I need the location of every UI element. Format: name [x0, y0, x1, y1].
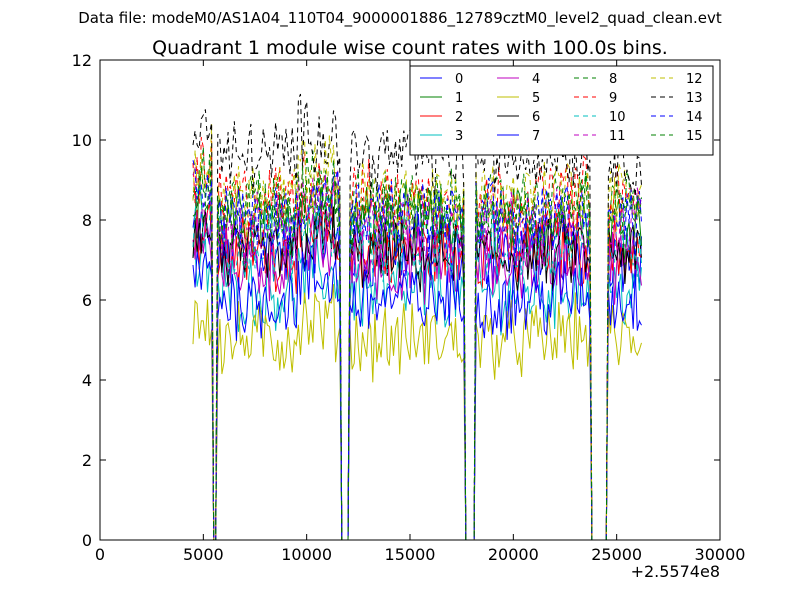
legend-label-12: 12 [686, 72, 703, 87]
series-line-5 [192, 284, 642, 541]
series-line-8 [192, 150, 642, 541]
chart-title: Quadrant 1 module wise count rates with … [152, 37, 668, 59]
legend-box [409, 65, 714, 156]
x-tick-label: 30000 [695, 545, 746, 564]
y-tick-label: 2 [82, 451, 92, 470]
x-tick-label: 25000 [591, 545, 642, 564]
x-tick-label: 10000 [281, 545, 332, 564]
series-line-11 [192, 166, 642, 541]
legend-label-15: 15 [686, 129, 703, 144]
legend-label-7: 7 [532, 129, 540, 144]
legend-label-2: 2 [455, 110, 463, 125]
legend-label-9: 9 [609, 91, 617, 106]
legend-label-14: 14 [686, 110, 703, 125]
legend-label-5: 5 [532, 91, 540, 106]
legend-label-13: 13 [686, 91, 703, 106]
series-line-7 [192, 246, 642, 541]
series-line-15 [192, 146, 642, 541]
legend-label-6: 6 [532, 110, 540, 125]
legend-label-4: 4 [532, 72, 540, 87]
x-tick-label: 5000 [183, 545, 224, 564]
figure-suptitle: Data file: modeM0/AS1A04_110T04_90000018… [78, 9, 722, 27]
x-tick-label: 20000 [488, 545, 539, 564]
y-tick-label: 8 [82, 211, 92, 230]
x-axis-offset-label: +2.5574e8 [631, 562, 720, 581]
y-tick-label: 4 [82, 371, 92, 390]
series-line-10 [192, 181, 642, 541]
legend-label-11: 11 [609, 129, 626, 144]
y-tick-label: 6 [82, 291, 92, 310]
legend-label-0: 0 [455, 72, 463, 87]
legend-label-10: 10 [609, 110, 626, 125]
legend-label-3: 3 [455, 129, 463, 144]
legend-label-8: 8 [609, 72, 617, 87]
series-line-13 [192, 93, 642, 541]
series-line-12 [192, 124, 642, 541]
y-tick-label: 12 [72, 51, 92, 70]
legend-label-1: 1 [455, 91, 463, 106]
y-tick-label: 10 [72, 131, 92, 150]
x-tick-label: 0 [95, 545, 105, 564]
series-lines [192, 93, 642, 541]
x-tick-label: 15000 [385, 545, 436, 564]
y-tick-label: 0 [82, 531, 92, 550]
series-line-14 [192, 160, 642, 541]
